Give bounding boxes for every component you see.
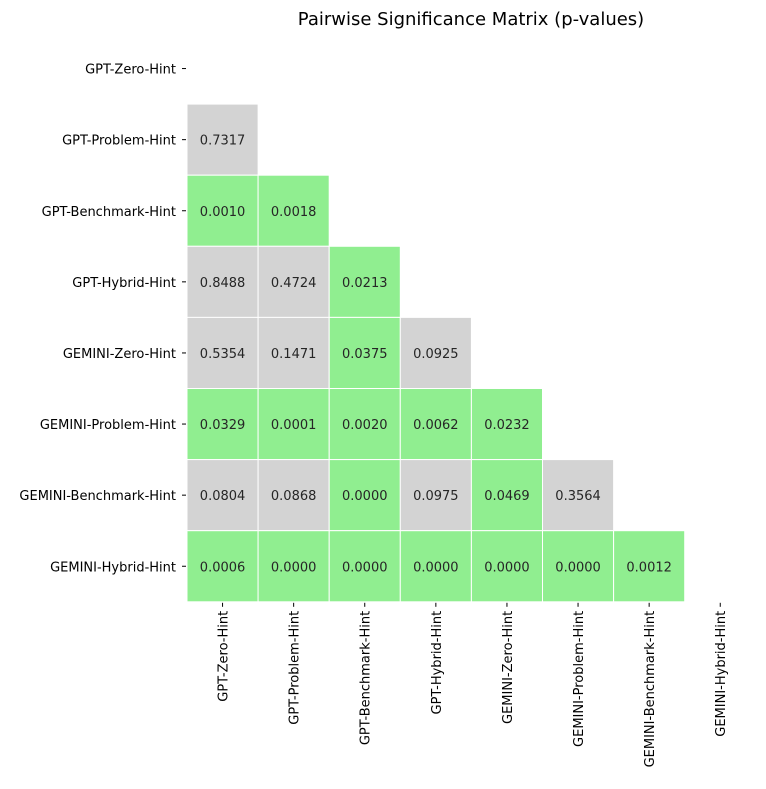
cell-value-label: 0.0000	[271, 560, 317, 575]
cell-value-label: 0.0010	[200, 205, 246, 220]
cell-value-label: 0.0000	[555, 560, 601, 575]
heatmap-cell	[470, 388, 543, 461]
x-tick-label: GEMINI-Benchmark-Hint	[643, 611, 658, 768]
cell-value-label: 0.5354	[200, 347, 246, 362]
heatmap-cell	[542, 530, 615, 603]
cell-value-label: 0.0000	[342, 560, 388, 575]
y-tick-label: GEMINI-Zero-Hint	[63, 347, 176, 362]
heatmap-cell	[257, 388, 330, 461]
x-tick-label: GEMINI-Zero-Hint	[501, 611, 516, 724]
heatmap-cell	[470, 459, 543, 532]
cell-value-label: 0.0012	[626, 560, 672, 575]
cell-value-label: 0.0000	[342, 489, 388, 504]
heatmap-cell	[613, 530, 686, 603]
y-axis: GPT-Zero-Hint GPT-Problem-Hint GPT-Benchma…	[19, 63, 186, 575]
x-axis: GPT-Zero-Hint GPT-Problem-Hint GPT-Benchma…	[217, 602, 729, 768]
cell-value-label: 0.0001	[271, 418, 317, 433]
cell-value-label: 0.0804	[200, 489, 246, 504]
heatmap-cell	[328, 245, 401, 318]
heatmap-cell	[186, 245, 259, 318]
cell-value-label: 0.0925	[413, 347, 459, 362]
cell-value-label: 0.0329	[200, 418, 246, 433]
heatmap-cell	[399, 459, 472, 532]
x-tick-label: GEMINI-Hybrid-Hint	[714, 611, 729, 737]
cell-value-label: 0.0000	[484, 560, 530, 575]
chart-title: Pairwise Significance Matrix (p-values)	[298, 9, 644, 30]
heatmap-cell	[186, 174, 259, 247]
y-tick-label: GPT-Benchmark-Hint	[42, 205, 176, 220]
cell-value-label: 0.0469	[484, 489, 530, 504]
y-tick-label: GPT-Zero-Hint	[85, 63, 176, 78]
y-tick-label: GEMINI-Problem-Hint	[40, 418, 176, 433]
heatmap-cell	[186, 103, 259, 176]
cell-value-label: 0.0018	[271, 205, 317, 220]
heatmap-cell	[186, 459, 259, 532]
cell-value-label: 0.3564	[555, 489, 601, 504]
heatmap-cell	[328, 459, 401, 532]
cell-value-label: 0.0020	[342, 418, 388, 433]
x-tick-label: GEMINI-Problem-Hint	[572, 611, 587, 747]
heatmap-cell	[257, 174, 330, 247]
heatmap-cell	[399, 388, 472, 461]
heatmap-cell	[257, 316, 330, 389]
heatmap-cell	[257, 459, 330, 532]
heatmap-cell	[399, 530, 472, 603]
cell-value-label: 0.0006	[200, 560, 246, 575]
y-tick-label: GEMINI-Benchmark-Hint	[19, 489, 176, 504]
cell-value-label: 0.0975	[413, 489, 459, 504]
heatmap-cell	[257, 530, 330, 603]
y-tick-label: GPT-Problem-Hint	[62, 134, 176, 149]
heatmap-cell	[399, 316, 472, 389]
cell-value-label: 0.0000	[413, 560, 459, 575]
cell-value-label: 0.0213	[342, 276, 388, 291]
heatmap-cells	[186, 103, 686, 603]
x-tick-label: GPT-Benchmark-Hint	[359, 611, 374, 745]
cell-value-label: 0.0375	[342, 347, 388, 362]
heatmap-cell	[542, 459, 615, 532]
cell-value-label: 0.1471	[271, 347, 317, 362]
heatmap-cell-labels: 0.7317 0.0010 0.0018 0.8488 0.4724 0.0213 0.53…	[200, 134, 672, 576]
heatmap-cell	[186, 530, 259, 603]
y-tick-label: GPT-Hybrid-Hint	[72, 276, 176, 291]
cell-value-label: 0.0868	[271, 489, 317, 504]
y-tick-label: GEMINI-Hybrid-Hint	[50, 560, 176, 575]
cell-value-label: 0.0062	[413, 418, 459, 433]
cell-value-label: 0.4724	[271, 276, 317, 291]
cell-value-label: 0.8488	[200, 276, 246, 291]
x-tick-label: GPT-Hybrid-Hint	[430, 611, 445, 715]
cell-value-label: 0.7317	[200, 134, 246, 149]
cell-value-label: 0.0232	[484, 418, 530, 433]
x-tick-label: GPT-Zero-Hint	[217, 611, 232, 702]
x-tick-label: GPT-Problem-Hint	[288, 611, 303, 725]
